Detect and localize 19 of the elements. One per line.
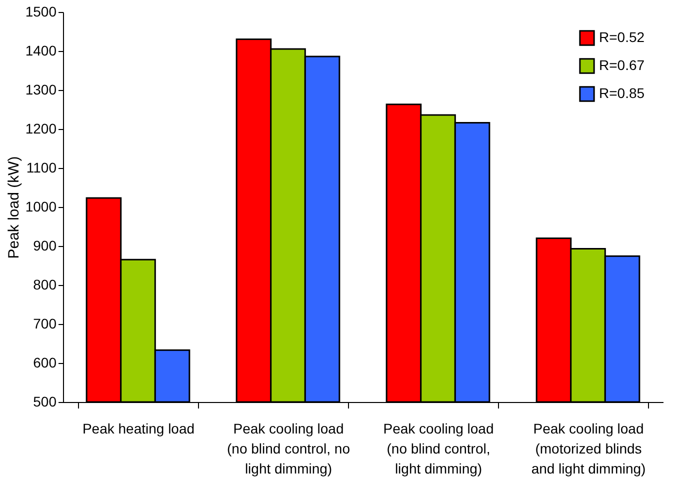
y-tick-label: 1100 [26,160,57,176]
x-tick-label: Peak cooling load (no blind control, light dimming) [383,420,494,476]
legend-label: R=0.85 [599,85,645,101]
y-tick-label: 1400 [25,42,57,58]
legend-label: R=0.52 [599,29,645,45]
y-tick-label: 500 [33,394,57,410]
y-tick-label: 600 [33,354,57,370]
y-tick-label: 1000 [25,198,57,214]
y-tick-label: 800 [33,276,57,292]
y-tick-label: 1200 [25,120,57,136]
y-tick-label: 900 [33,238,57,254]
y-axis-title: Peak load (kW) [5,156,22,259]
y-tick-label: 1300 [25,82,57,98]
x-tick-label: Peak heating load [82,420,195,436]
y-tick-label: 1500 [25,4,57,20]
x-tick-label: Peak cooling load (motorized blinds and light dimming) [531,420,646,476]
x-tick-label: Peak cooling load (no blind control, no light dimming) [227,420,350,476]
y-tick-label: 700 [33,316,57,332]
legend-label: R=0.67 [599,57,645,73]
